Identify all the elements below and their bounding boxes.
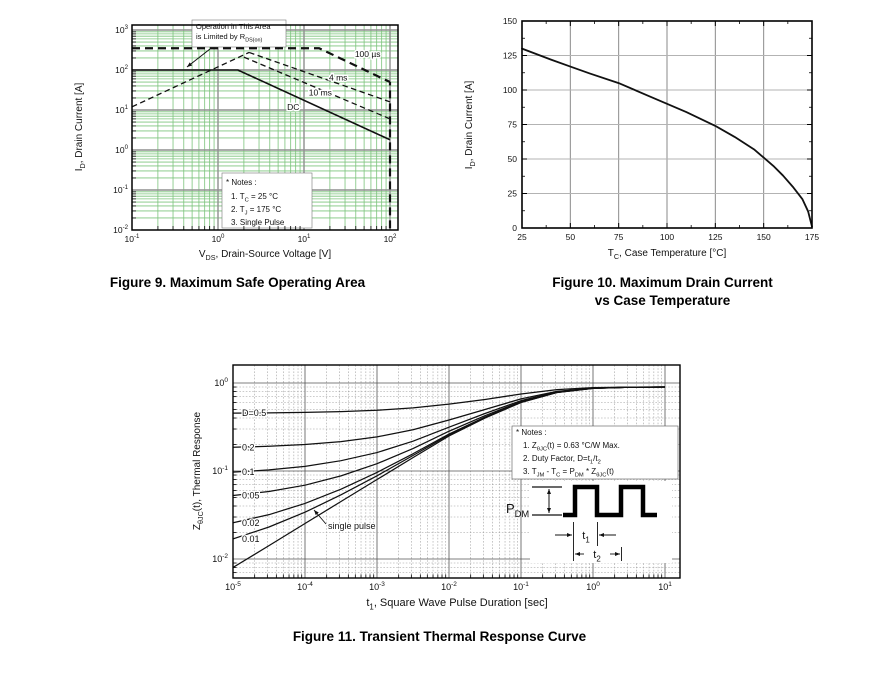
svg-text:0.1: 0.1 bbox=[242, 467, 255, 477]
svg-text:50: 50 bbox=[508, 154, 518, 164]
figure11-caption: Figure 11. Transient Thermal Response Cu… bbox=[292, 629, 587, 644]
svg-text:75: 75 bbox=[508, 120, 518, 130]
svg-text:25: 25 bbox=[517, 232, 527, 242]
svg-text:1. ZθJC(t) = 0.63 °C/W Max.: 1. ZθJC(t) = 0.63 °C/W Max. bbox=[523, 441, 620, 452]
svg-text:10-1: 10-1 bbox=[513, 581, 529, 592]
svg-text:0.02: 0.02 bbox=[242, 518, 260, 528]
figure10-caption-line2: vs Case Temperature bbox=[594, 293, 731, 308]
svg-text:103: 103 bbox=[115, 24, 128, 35]
svg-text:4 ms: 4 ms bbox=[329, 72, 347, 82]
svg-text:2. TJ = 175 °C: 2. TJ = 175 °C bbox=[231, 205, 281, 216]
svg-text:101: 101 bbox=[115, 104, 128, 115]
figure10-max-drain-current: 25 50 75 100 125 150 175 0 25 50 75 100 125 150 TC, Ca… bbox=[450, 10, 845, 277]
svg-text:Operation in This Area: Operation in This Area bbox=[196, 22, 271, 31]
svg-text:2. Duty Factor, D=t1/t2: 2. Duty Factor, D=t1/t2 bbox=[523, 454, 601, 465]
svg-text:single pulse: single pulse bbox=[328, 521, 376, 531]
svg-text:102: 102 bbox=[384, 233, 397, 244]
svg-text:* Notes :: * Notes : bbox=[516, 428, 547, 437]
svg-text:101: 101 bbox=[658, 581, 672, 592]
svg-text:101: 101 bbox=[298, 233, 311, 244]
svg-text:3. Single Pulse: 3. Single Pulse bbox=[231, 218, 285, 227]
svg-text:75: 75 bbox=[614, 232, 624, 242]
figure10-caption-line1: Figure 10. Maximum Drain Current bbox=[552, 275, 773, 290]
svg-text:is Limited by RDS(on): is Limited by RDS(on) bbox=[196, 32, 262, 43]
svg-text:0.2: 0.2 bbox=[242, 442, 255, 452]
svg-text:102: 102 bbox=[115, 64, 128, 75]
svg-text:VDS, Drain-Source Voltage [V]: VDS, Drain-Source Voltage [V] bbox=[199, 249, 332, 262]
svg-text:10-2: 10-2 bbox=[113, 224, 129, 235]
svg-text:150: 150 bbox=[757, 232, 771, 242]
svg-text:10 ms: 10 ms bbox=[309, 88, 332, 98]
figure10-caption: Figure 10. Maximum Drain Current vs Case… bbox=[465, 274, 860, 310]
svg-text:10-1: 10-1 bbox=[125, 233, 141, 244]
svg-text:150: 150 bbox=[503, 16, 517, 26]
svg-text:25: 25 bbox=[508, 189, 518, 199]
soa-chart: * Notes : 1. TC = 25 °C 2. TJ = 175 °C 3. S… bbox=[74, 19, 399, 262]
svg-text:175: 175 bbox=[805, 232, 819, 242]
figure11-transient-thermal: D=0.5 0.2 0.1 0.05 0.02 0.01 single pulse * Not… bbox=[180, 355, 710, 622]
figure9-safe-operating-area: * Notes : 1. TC = 25 °C 2. TJ = 175 °C 3. S… bbox=[60, 10, 412, 277]
svg-text:ZθJC(t), Thermal Response: ZθJC(t), Thermal Response bbox=[192, 411, 205, 530]
svg-text:t1, Square Wave Pulse Duration: t1, Square Wave Pulse Duration [sec] bbox=[366, 597, 547, 611]
svg-text:100: 100 bbox=[503, 85, 517, 95]
svg-text:100: 100 bbox=[212, 233, 225, 244]
svg-text:10-5: 10-5 bbox=[225, 581, 241, 592]
svg-text:D=0.5: D=0.5 bbox=[242, 408, 266, 418]
svg-text:100: 100 bbox=[660, 232, 674, 242]
svg-text:0: 0 bbox=[512, 223, 517, 233]
svg-text:3. TJM - TC = PDM * ZθJC(t): 3. TJM - TC = PDM * ZθJC(t) bbox=[523, 467, 614, 478]
svg-text:1. TC = 25 °C: 1. TC = 25 °C bbox=[231, 192, 278, 203]
thermal-response-chart: D=0.5 0.2 0.1 0.05 0.02 0.01 single pulse * Not… bbox=[192, 364, 681, 611]
svg-text:125: 125 bbox=[708, 232, 722, 242]
svg-text:10-4: 10-4 bbox=[297, 581, 313, 592]
svg-text:t2: t2 bbox=[593, 549, 600, 563]
svg-text:* Notes :: * Notes : bbox=[226, 178, 257, 187]
svg-text:10-1: 10-1 bbox=[212, 465, 228, 476]
svg-text:PDM: PDM bbox=[506, 501, 529, 519]
svg-text:50: 50 bbox=[566, 232, 576, 242]
svg-text:TC, Case Temperature [°C]: TC, Case Temperature [°C] bbox=[608, 248, 727, 261]
svg-text:ID, Drain Current [A]: ID, Drain Current [A] bbox=[74, 83, 87, 172]
svg-text:100: 100 bbox=[586, 581, 600, 592]
svg-text:100 µs: 100 µs bbox=[355, 49, 381, 59]
svg-text:100: 100 bbox=[115, 144, 128, 155]
svg-text:10-3: 10-3 bbox=[369, 581, 385, 592]
svg-text:100: 100 bbox=[214, 377, 228, 388]
svg-text:DC: DC bbox=[287, 102, 299, 112]
svg-text:t1: t1 bbox=[582, 530, 590, 544]
svg-text:0.01: 0.01 bbox=[242, 534, 260, 544]
svg-text:0.05: 0.05 bbox=[242, 491, 260, 501]
svg-text:10-2: 10-2 bbox=[212, 553, 228, 564]
figure9-caption: Figure 9. Maximum Safe Operating Area bbox=[109, 275, 366, 290]
svg-text:ID, Drain Current [A]: ID, Drain Current [A] bbox=[464, 81, 477, 170]
svg-text:125: 125 bbox=[503, 51, 517, 61]
svg-text:10-2: 10-2 bbox=[441, 581, 457, 592]
svg-text:10-1: 10-1 bbox=[113, 184, 129, 195]
